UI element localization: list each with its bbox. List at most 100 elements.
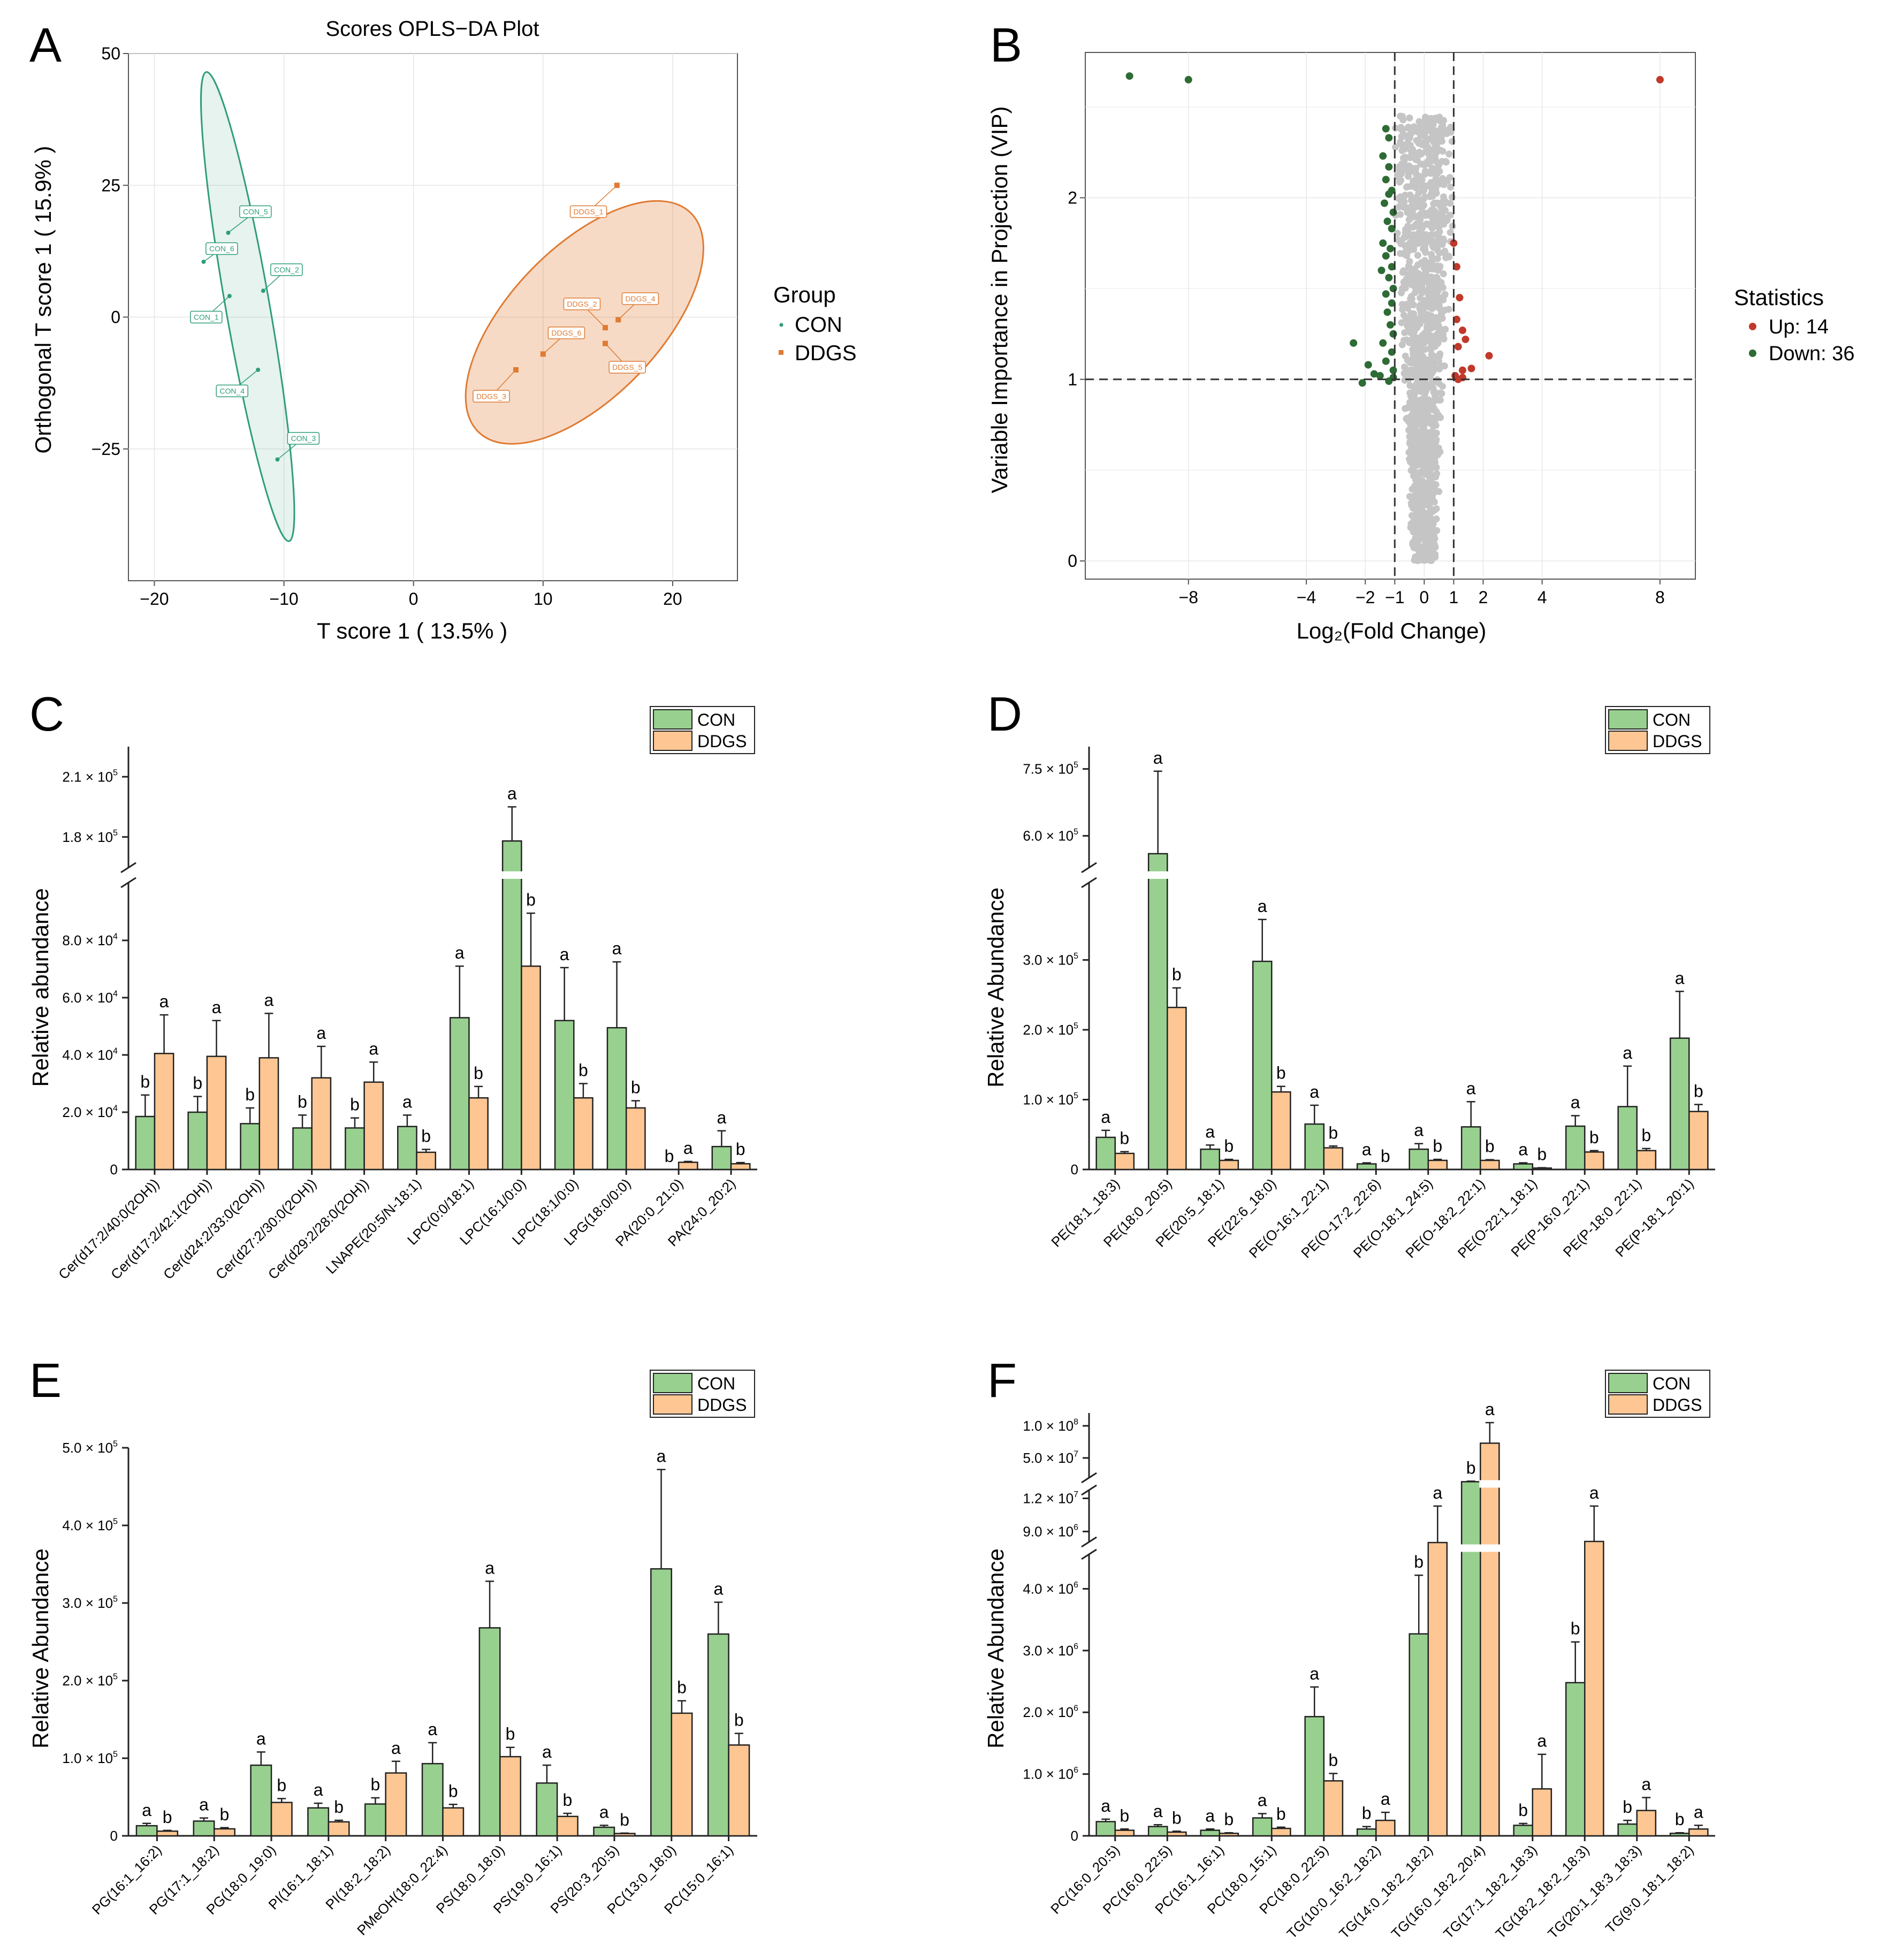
- bar-ddgs: [1167, 1007, 1187, 1171]
- panel-b-point-ns: [1402, 154, 1409, 161]
- panel-b-point-ns: [1398, 127, 1406, 134]
- panel-b-point-ns: [1438, 390, 1445, 397]
- panel-d: D Relative Abundance 0 1.0 × 105 2.0 × 105…: [983, 688, 1715, 1261]
- panel-b-legend-title: Statistics: [1734, 285, 1824, 310]
- significance-letter: b: [1362, 1804, 1372, 1823]
- panel-b-point-ns: [1412, 492, 1420, 499]
- panel-b-point-ns: [1428, 305, 1436, 312]
- panel-c-ylabel: Relative abundance: [28, 888, 53, 1087]
- panel-a-xtick-label: −10: [269, 589, 298, 609]
- bar-ddgs: [328, 1821, 350, 1837]
- bar-ddgs: [671, 1712, 693, 1837]
- panel-b-point-ns: [1440, 201, 1448, 208]
- legend-label-con: CON: [1653, 1374, 1691, 1393]
- panel-b-point-ns: [1433, 515, 1440, 523]
- bar-con: [650, 1568, 673, 1837]
- panel-b-xtick-label: −8: [1179, 588, 1198, 607]
- panel-b-point-ns: [1415, 355, 1423, 363]
- significance-letter: a: [599, 1802, 609, 1821]
- panel-a-point-label-box: [239, 205, 272, 218]
- significance-letter: b: [334, 1797, 344, 1817]
- panel-a: A Scores OPLS−DA Plot T score 1 ( 13.5% …: [29, 17, 857, 643]
- panel-b-point-ns: [1403, 166, 1410, 173]
- significance-letter: b: [1675, 1810, 1685, 1829]
- panel-letter-a: A: [29, 19, 62, 72]
- panel-b-ytick-label: 0: [1068, 551, 1077, 571]
- panel-b-point-ns: [1417, 551, 1424, 558]
- panel-b-point-ns: [1428, 250, 1435, 258]
- panel-b-point-ns: [1419, 479, 1427, 487]
- significance-letter: a: [428, 1720, 437, 1739]
- panel-b-point-ns: [1402, 233, 1410, 240]
- panel-b-point-ns: [1415, 118, 1423, 125]
- significance-letter: a: [1205, 1806, 1215, 1825]
- panel-b-xtick-label: −4: [1297, 588, 1316, 607]
- panel-b-point-ns: [1417, 161, 1425, 168]
- significance-letter: b: [579, 1061, 588, 1080]
- bar-ddgs: [499, 1756, 522, 1837]
- axis-y-tick-label: 6.0 × 104: [62, 989, 118, 1006]
- panel-a-xtick-label: −20: [140, 589, 169, 609]
- panel-b-point-ns: [1424, 311, 1432, 318]
- panel-b-point-ns: [1422, 514, 1429, 522]
- panel-b-point-ns: [1428, 540, 1435, 548]
- axis-break-mark: [1081, 1484, 1097, 1496]
- panel-a-point-label: CON_3: [291, 434, 316, 443]
- panel-b-point-ns: [1405, 449, 1413, 456]
- significance-letter: a: [1641, 1774, 1651, 1794]
- panel-b-point-ns: [1410, 505, 1417, 512]
- panel-b-point-ns: [1411, 404, 1419, 411]
- panel-b-xtick-label: 1: [1449, 588, 1459, 607]
- significance-letter: b: [1623, 1797, 1632, 1817]
- panel-b-point-down: [1389, 285, 1397, 293]
- panel-b-point-ns: [1436, 134, 1443, 141]
- significance-letter: a: [1101, 1107, 1110, 1127]
- significance-letter: a: [314, 1780, 323, 1799]
- bar-con: [193, 1820, 215, 1837]
- panel-b-point-down: [1385, 163, 1393, 171]
- bar-con: [364, 1803, 386, 1837]
- panel-b-point-ns: [1407, 422, 1414, 429]
- panel-b-point-ns: [1410, 398, 1418, 406]
- panel-b-point-ns: [1426, 279, 1433, 287]
- panel-b-point-ns: [1419, 308, 1426, 316]
- panel-b-point-ns: [1406, 389, 1414, 397]
- panel-b-point-ns: [1406, 114, 1413, 121]
- panel-b-point-ns: [1419, 187, 1426, 194]
- panel-b-point-ns: [1404, 305, 1411, 312]
- bar-ddgs: [468, 1097, 489, 1171]
- axis-y-tick-label: 4.0 × 106: [1023, 1580, 1078, 1597]
- bar-ddgs: [573, 1097, 593, 1171]
- panel-b-point-ns: [1449, 193, 1456, 201]
- axis-y-tick-label: 6.0 × 105: [1023, 827, 1078, 844]
- significance-letter: b: [1518, 1801, 1528, 1820]
- panel-b-point-ns: [1427, 274, 1434, 281]
- significance-letter: a: [159, 992, 169, 1011]
- panel-b-point-ns: [1444, 177, 1451, 185]
- panel-b-point-ns: [1426, 498, 1434, 506]
- panel-b-point-ns: [1436, 264, 1443, 272]
- bar-ddgs: [1219, 1833, 1239, 1837]
- panel-b-legend-marker-down: [1749, 350, 1756, 357]
- category-label: Cer(d29:2/28:0(2OH)): [265, 1175, 372, 1282]
- panel-b-point-ns: [1427, 179, 1435, 186]
- panel-a-point-label: DDGS_3: [476, 392, 506, 400]
- significance-letter: a: [1571, 1093, 1580, 1112]
- panel-b-point-ns: [1409, 146, 1416, 153]
- panel-b-point-ns: [1421, 556, 1428, 564]
- significance-letter: a: [369, 1039, 378, 1058]
- significance-letter: a: [212, 998, 222, 1017]
- panel-a-point-ddgs: [603, 325, 608, 331]
- panel-b-point-ns: [1447, 229, 1454, 236]
- bar-break-gap: [1460, 1544, 1482, 1552]
- significance-letter: b: [736, 1139, 745, 1159]
- panel-a-point-label: DDGS_1: [574, 208, 604, 216]
- panel-b-point-ns: [1424, 145, 1432, 153]
- panel-a-point-ddgs: [615, 317, 621, 323]
- panel-b-point-ns: [1404, 124, 1412, 132]
- panel-b-ylabel: Variable Importance in Projection (VIP): [987, 107, 1012, 493]
- bar-con: [1617, 1106, 1638, 1171]
- panel-b-point-ns: [1417, 214, 1424, 222]
- panel-a-point-label-box: [547, 326, 585, 339]
- panel-b-point-ns: [1419, 196, 1427, 203]
